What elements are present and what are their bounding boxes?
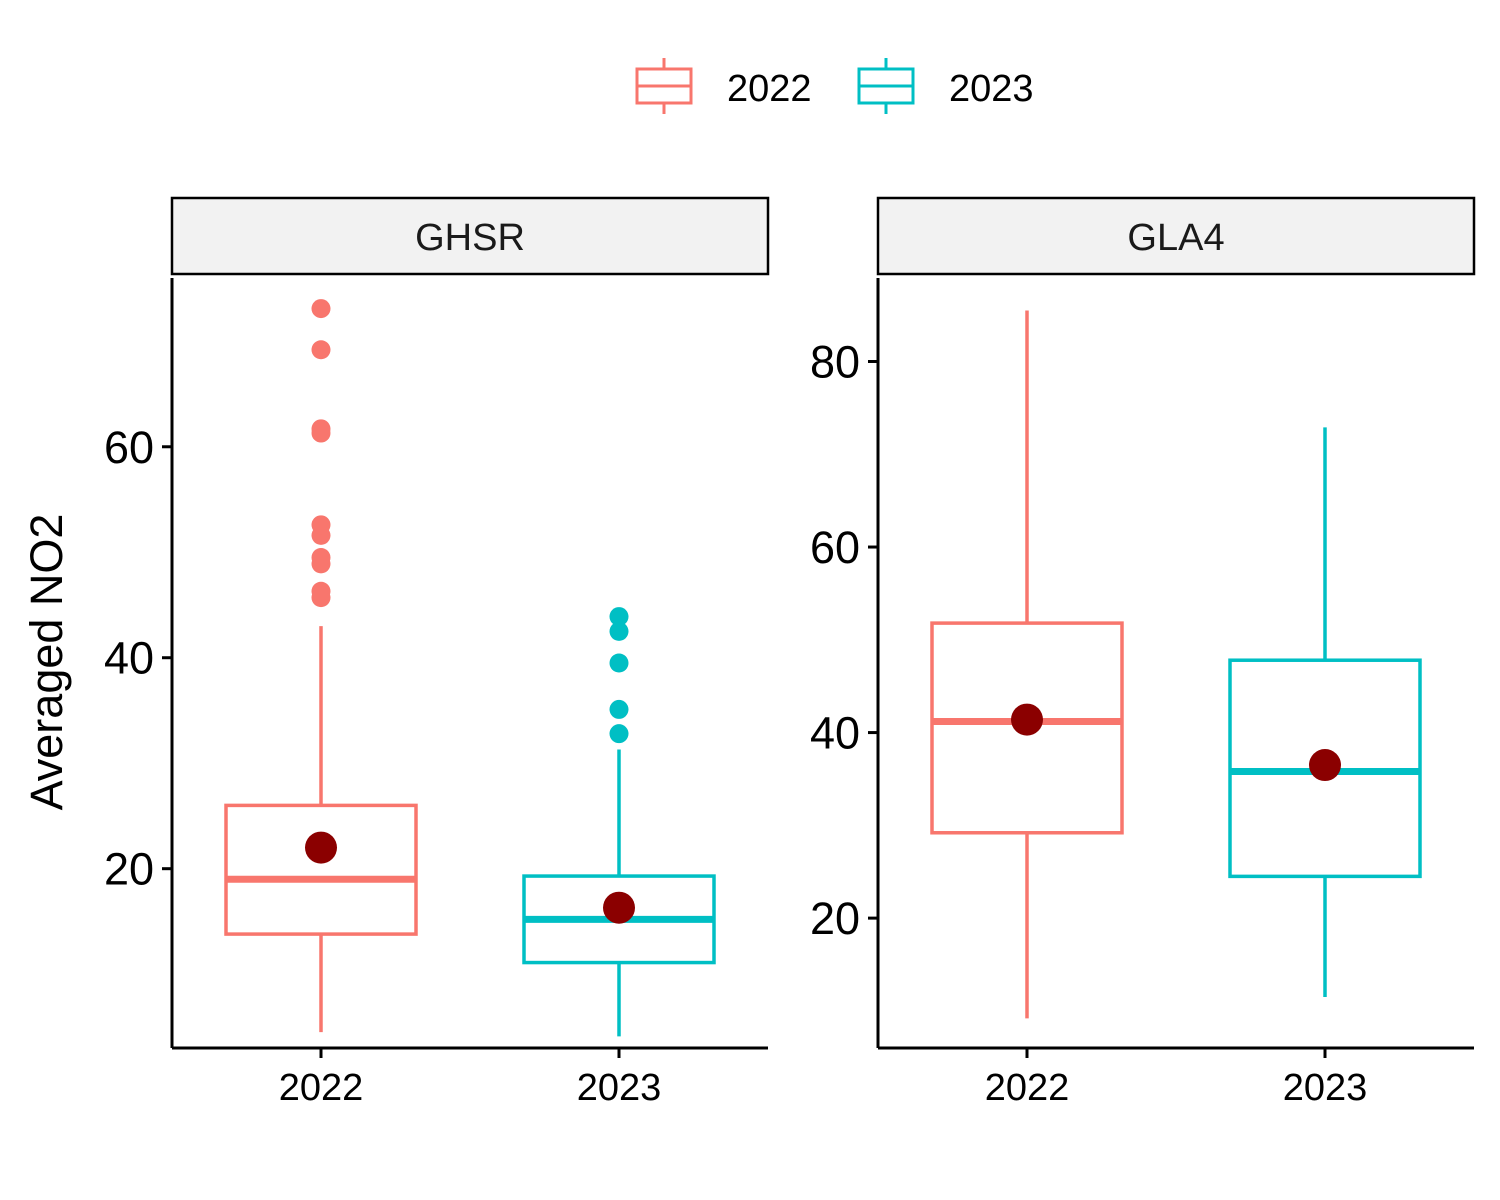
outlier-point-ghsr-2022-8 (311, 340, 331, 360)
outlier-point-ghsr-2022-1 (311, 581, 331, 601)
panel-title-ghsr: GHSR (415, 217, 525, 259)
outlier-point-ghsr-2023-1 (609, 699, 629, 719)
x-tick-label-gla4-2022: 2022 (985, 1067, 1070, 1109)
legend: 2022 2023 (635, 58, 1034, 114)
y-tick-label-gla4-60: 60 (810, 522, 860, 573)
outlier-point-ghsr-2023-2 (609, 653, 629, 673)
y-tick-label-ghsr-40: 40 (104, 633, 154, 684)
panels: GHSR 20 40 60 2022 2023 GLA4 20 40 60 80 2022 2023 (104, 196, 1476, 1109)
x-tick-label-ghsr-2022: 2022 (279, 1067, 364, 1109)
mean-point-gla4-2023 (1309, 749, 1341, 782)
y-tick-label-gla4-40: 40 (810, 708, 860, 759)
outlier-point-ghsr-2022-7 (311, 419, 331, 439)
x-tick-label-gla4-2023: 2023 (1283, 1067, 1368, 1109)
legend-item-2023: 2023 (857, 58, 1034, 114)
outlier-point-ghsr-2022-9 (311, 299, 331, 319)
y-tick-label-ghsr-20: 20 (104, 844, 154, 895)
box-gla4-2023 (1228, 427, 1422, 997)
panel-strip-gla4 (876, 196, 1476, 276)
y-tick-label-ghsr-60: 60 (104, 422, 154, 473)
panel-title-gla4: GLA4 (1127, 217, 1224, 259)
box-ghsr-2023 (522, 607, 716, 1037)
box-ghsr-2022 (224, 299, 418, 1033)
outlier-point-ghsr-2023-0 (609, 724, 629, 744)
outlier-point-ghsr-2022-3 (311, 548, 331, 568)
legend-label-2023: 2023 (949, 68, 1034, 110)
x-tick-label-ghsr-2023: 2023 (577, 1067, 662, 1109)
y-tick-label-gla4-80: 80 (810, 336, 860, 387)
mean-point-ghsr-2022 (305, 831, 337, 864)
outlier-point-ghsr-2023-3 (609, 621, 629, 641)
mean-point-gla4-2022 (1011, 703, 1043, 736)
panel-strip-ghsr (170, 196, 770, 276)
outlier-point-ghsr-2022-5 (311, 515, 331, 535)
panel-ghsr: GHSR 20 40 60 2022 2023 (104, 196, 770, 1109)
outlier-point-ghsr-2023-4 (609, 607, 629, 627)
box-body-ghsr-2022 (224, 803, 418, 936)
y-tick-label-gla4-20: 20 (810, 893, 860, 944)
panel-gla4: GLA4 20 40 60 80 2022 2023 (810, 196, 1476, 1109)
box-gla4-2022 (930, 310, 1124, 1019)
mean-point-ghsr-2023 (603, 891, 635, 924)
y-axis-title: Averaged NO2 (21, 514, 72, 811)
legend-label-2022: 2022 (727, 68, 812, 110)
legend-item-2022: 2022 (635, 58, 812, 114)
